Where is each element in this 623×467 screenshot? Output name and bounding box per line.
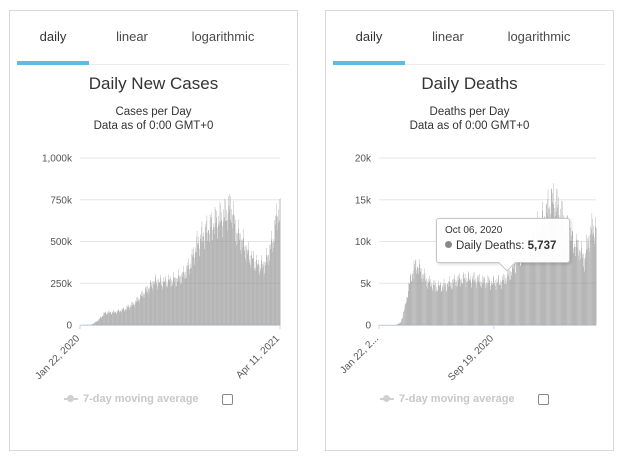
y-tick-label: 20k: [355, 154, 372, 165]
daily-deaths-chart[interactable]: 0 5k 10k 15k 20k Jan 22, 2... Sep 19, 2020: [326, 136, 615, 396]
chart-legend: 7-day moving average: [64, 393, 233, 411]
chart-legend: 7-day moving average: [380, 393, 549, 411]
chart-subtitle: Cases per Day: [115, 106, 192, 118]
tooltip-value: 5,737: [527, 240, 557, 252]
tooltip-label: Daily Deaths:: [456, 240, 525, 252]
chart-tooltip: Oct 06, 2020 Daily Deaths: 5,737: [436, 218, 570, 272]
y-tick-label: 15k: [355, 195, 372, 206]
tab-linear[interactable]: linear: [432, 29, 464, 44]
tab-daily[interactable]: daily: [17, 19, 89, 65]
chart-data-timestamp: Data as of 0:00 GMT+0: [93, 120, 214, 132]
daily-new-cases-chart[interactable]: 0 250k 500k 750k 1,000k Jan 22, 2020 Apr 11, 2…: [10, 136, 299, 396]
chart-data-timestamp: Data as of 0:00 GMT+0: [409, 120, 530, 132]
x-tick-label: Jan 22, 2020: [33, 333, 82, 382]
tab-linear[interactable]: linear: [116, 29, 148, 44]
tooltip-date: Oct 06, 2020: [445, 225, 503, 236]
y-tick-label: 1,000k: [42, 154, 73, 165]
legend-line-marker-icon: [380, 395, 394, 403]
tab-daily[interactable]: daily: [333, 19, 405, 65]
y-tick-label: 500k: [50, 237, 73, 248]
chart-tabs: daily linear logarithmic: [17, 19, 289, 65]
legend-label: 7-day moving average: [83, 393, 199, 406]
y-tick-label: 5k: [360, 279, 372, 290]
y-tick-label: 250k: [50, 279, 73, 290]
y-tick-label: 750k: [50, 195, 73, 206]
tab-logarithmic[interactable]: logarithmic: [507, 29, 571, 44]
y-tick-label: 10k: [355, 237, 372, 248]
y-tick-label: 0: [66, 321, 72, 332]
chart-title: Daily Deaths: [421, 74, 518, 93]
x-tick-label: Apr 11, 2021: [234, 333, 282, 381]
chart-tabs: daily linear logarithmic: [333, 19, 605, 65]
series-dot-icon: [445, 241, 452, 248]
daily-deaths-panel: daily linear logarithmic Daily Deaths De…: [325, 10, 614, 451]
x-tick-label: Sep 19, 2020: [446, 333, 496, 383]
legend-item-moving-average[interactable]: 7-day moving average: [380, 393, 515, 405]
chart-title: Daily New Cases: [88, 74, 219, 93]
legend-line-marker-icon: [64, 395, 78, 403]
moving-average-checkbox[interactable]: [537, 393, 549, 405]
y-tick-label: 0: [365, 321, 371, 332]
moving-average-checkbox[interactable]: [221, 393, 233, 405]
legend-item-moving-average[interactable]: 7-day moving average: [64, 393, 199, 405]
daily-new-cases-panel: daily linear logarithmic Daily New Cases…: [9, 10, 298, 451]
x-tick-label: Jan 22, 2...: [338, 333, 381, 376]
legend-label: 7-day moving average: [399, 393, 515, 406]
chart-subtitle: Deaths per Day: [429, 106, 510, 118]
tab-logarithmic[interactable]: logarithmic: [191, 29, 255, 44]
